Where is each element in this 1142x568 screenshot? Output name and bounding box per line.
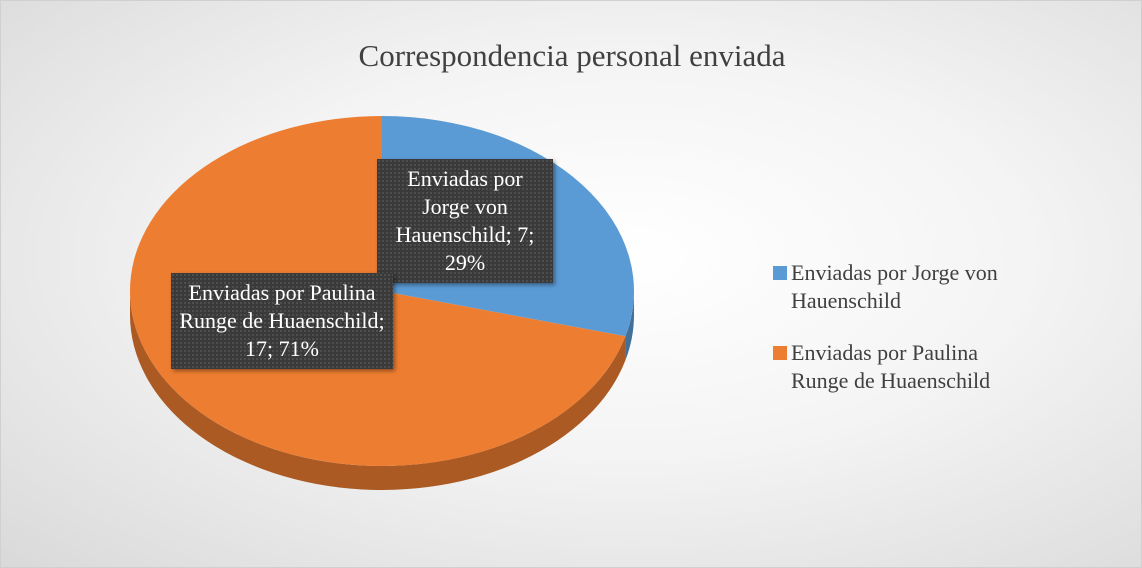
legend-label: Enviadas por Jorge von Hauenschild	[791, 260, 998, 313]
legend-label: Enviadas por Paulina Runge de Huaenschil…	[791, 340, 991, 393]
data-label: Enviadas por Jorge von Hauenschild; 7; 2…	[377, 159, 553, 283]
chart-title: Correspondencia personal enviada	[359, 38, 786, 73]
legend-item: Enviadas por Jorge von Hauenschild	[773, 259, 1013, 315]
data-label: Enviadas por Paulina Runge de Huaenschil…	[171, 273, 393, 369]
legend-swatch	[773, 346, 787, 360]
pie-side	[625, 291, 634, 361]
legend-swatch	[773, 266, 787, 280]
legend-item: Enviadas por Paulina Runge de Huaenschil…	[773, 339, 1013, 395]
